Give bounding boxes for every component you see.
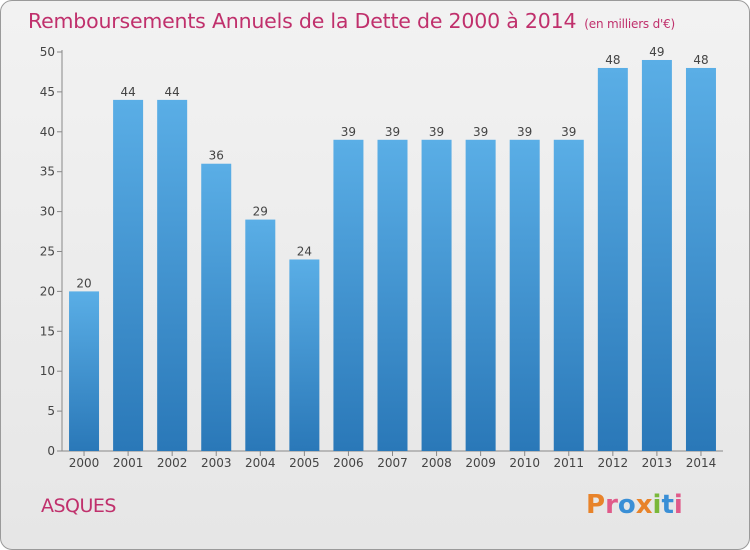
y-tick-label: 50 xyxy=(40,45,55,59)
bar xyxy=(113,99,144,451)
bar xyxy=(377,139,408,451)
data-label: 39 xyxy=(385,125,400,139)
data-label: 29 xyxy=(253,205,268,219)
bar xyxy=(333,139,364,451)
title-text: Remboursements Annuels de la Dette de 20… xyxy=(28,9,577,33)
y-tick-label: 30 xyxy=(40,205,55,219)
labels: 20 2000 44 2001 44 2002 36 2003 29 2004 24 2005 39 20… xyxy=(69,45,716,470)
y-tick-label: 0 xyxy=(47,444,55,458)
bar xyxy=(157,99,188,451)
bar xyxy=(685,67,716,452)
axes: 0 5 10 15 20 25 30 35 40 45 50 xyxy=(40,45,723,458)
x-tick-label: 2009 xyxy=(465,456,496,470)
bar xyxy=(553,139,584,451)
title-unit: (en milliers d'€) xyxy=(584,17,676,31)
bar xyxy=(465,139,496,451)
x-tick-label: 2006 xyxy=(333,456,364,470)
logo-letter: r xyxy=(605,490,618,520)
bar xyxy=(245,219,276,451)
y-tick-label: 5 xyxy=(47,404,55,418)
data-label: 44 xyxy=(165,85,180,99)
x-tick-label: 2000 xyxy=(69,456,100,470)
data-label: 39 xyxy=(561,125,576,139)
bar xyxy=(509,139,540,451)
data-label: 39 xyxy=(341,125,356,139)
x-tick-label: 2014 xyxy=(686,456,717,470)
x-tick-label: 2010 xyxy=(509,456,540,470)
data-label: 49 xyxy=(649,45,664,59)
bar xyxy=(597,67,628,452)
logo-letter: P xyxy=(586,490,606,520)
y-tick-label: 10 xyxy=(40,364,55,378)
bar xyxy=(641,59,672,451)
y-tick-label: 35 xyxy=(40,165,55,179)
bar xyxy=(289,259,320,451)
commune-name: ASQUES xyxy=(41,495,117,517)
data-label: 20 xyxy=(76,276,91,290)
proxiti-logo[interactable]: Proxiti xyxy=(586,490,683,520)
y-tick-label: 20 xyxy=(40,284,55,298)
x-tick-label: 2007 xyxy=(377,456,408,470)
logo-letter: o xyxy=(617,490,636,520)
data-label: 48 xyxy=(605,53,620,67)
logo-letter: i xyxy=(673,490,683,520)
y-tick-label: 25 xyxy=(40,245,55,259)
x-tick-label: 2004 xyxy=(245,456,276,470)
logo-letter: t xyxy=(661,490,674,520)
data-label: 44 xyxy=(120,85,135,99)
y-tick-label: 15 xyxy=(40,324,55,338)
x-tick-label: 2001 xyxy=(113,456,144,470)
x-tick-label: 2013 xyxy=(642,456,673,470)
data-label: 39 xyxy=(517,125,532,139)
data-label: 24 xyxy=(297,244,312,258)
bar xyxy=(421,139,452,451)
bar xyxy=(69,291,100,451)
data-label: 36 xyxy=(209,149,224,163)
y-tick-label: 45 xyxy=(40,85,55,99)
bar xyxy=(201,163,232,451)
bars xyxy=(69,59,716,452)
logo-letter: x xyxy=(635,490,653,520)
x-tick-label: 2005 xyxy=(289,456,320,470)
data-label: 48 xyxy=(693,53,708,67)
x-tick-label: 2011 xyxy=(553,456,584,470)
y-tick-label: 40 xyxy=(40,125,55,139)
chart-title: Remboursements Annuels de la Dette de 20… xyxy=(28,9,675,33)
data-label: 39 xyxy=(429,125,444,139)
x-tick-label: 2002 xyxy=(157,456,188,470)
data-label: 39 xyxy=(473,125,488,139)
x-tick-label: 2012 xyxy=(598,456,629,470)
logo-letter: i xyxy=(652,490,662,520)
x-tick-label: 2003 xyxy=(201,456,232,470)
x-tick-label: 2008 xyxy=(421,456,452,470)
